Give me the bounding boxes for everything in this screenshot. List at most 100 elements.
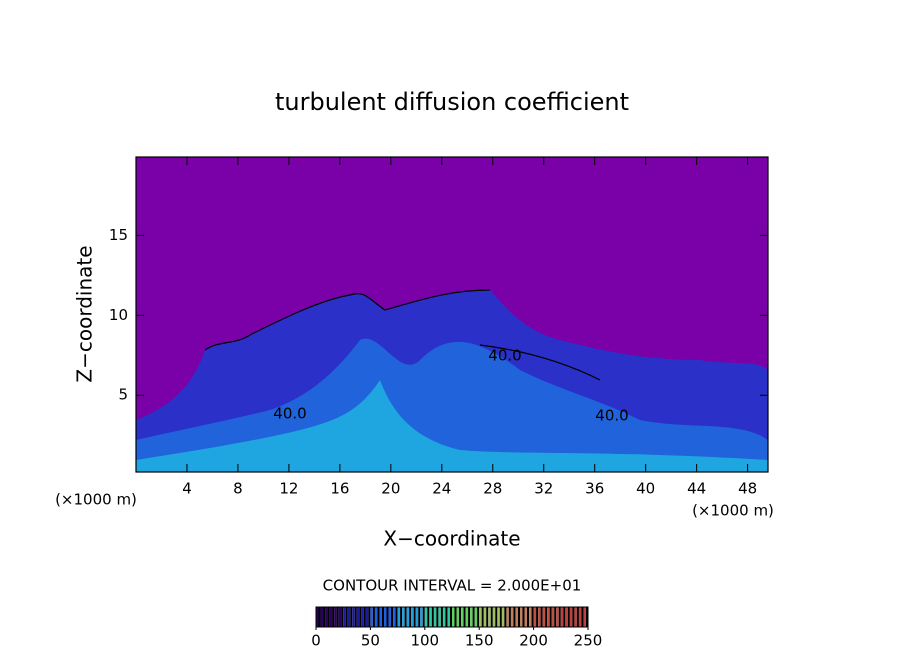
colorbar-stripe — [556, 607, 559, 627]
colorbar-stripe — [456, 607, 460, 627]
colorbar-stripe — [368, 607, 371, 627]
colorbar-stripe — [576, 607, 579, 627]
colorbar-stripe — [332, 607, 335, 627]
colorbar-stripe — [549, 607, 552, 627]
colorbar-stripe — [488, 607, 491, 627]
colorbar-stripe — [459, 607, 462, 627]
colorbar-stripe — [370, 607, 373, 627]
colorbar-stripe — [483, 607, 487, 627]
x-tick-label: 4 — [182, 480, 192, 498]
colorbar-stripe — [463, 607, 466, 627]
colorbar-stripe — [424, 607, 428, 627]
colorbar-stripe — [395, 607, 398, 627]
colorbar-stripe — [581, 607, 584, 627]
colorbar-tick-label: 0 — [311, 632, 321, 650]
colorbar-stripe — [352, 607, 355, 627]
colorbar-stripe — [524, 607, 528, 627]
contour-label: 40.0 — [488, 347, 521, 365]
colorbar-stripe — [354, 607, 357, 627]
colorbar-stripe — [341, 607, 344, 627]
colorbar-stripe — [388, 607, 392, 627]
colorbar-stripe — [536, 607, 539, 627]
colorbar-stripe — [386, 607, 389, 627]
colorbar-stripe — [565, 607, 568, 627]
colorbar-stripe — [583, 607, 586, 627]
colorbar-stripe — [551, 607, 555, 627]
colorbar-stripe — [560, 607, 564, 627]
colorbar-stripe — [447, 607, 450, 627]
colorbar-stripe — [468, 607, 471, 627]
colorbar-stripe — [440, 607, 443, 627]
colorbar-stripe — [325, 607, 328, 627]
colorbar-stripe — [433, 607, 437, 627]
colorbar-stripe — [323, 607, 326, 627]
colorbar-stripe — [479, 607, 482, 627]
colorbar-stripe — [470, 607, 473, 627]
colorbar-stripe — [538, 607, 541, 627]
y-axis-label: Z−coordinate — [73, 245, 97, 382]
x-tick-label: 8 — [233, 480, 243, 498]
x-unit: (×1000 m) — [692, 502, 774, 520]
colorbar-stripe — [393, 607, 396, 627]
colorbar-stripe — [533, 607, 537, 627]
colorbar-stripe — [409, 607, 412, 627]
colorbar-stripe — [454, 607, 457, 627]
colorbar-stripe — [442, 607, 446, 627]
colorbar-stripe — [520, 607, 523, 627]
colorbar-stripe — [438, 607, 441, 627]
colorbar-stripe — [391, 607, 394, 627]
x-tick-label: 40 — [636, 480, 655, 498]
y-tick-label: 10 — [109, 306, 128, 324]
colorbar-stripe — [359, 607, 362, 627]
colorbar-stripe — [527, 607, 530, 627]
x-tick-label: 48 — [738, 480, 757, 498]
colorbar-stripe — [420, 607, 423, 627]
x-tick-label: 20 — [381, 480, 400, 498]
colorbar-stripe — [481, 607, 484, 627]
colorbar-stripe — [415, 607, 419, 627]
colorbar-stripe — [567, 607, 570, 627]
colorbar-stripe — [540, 607, 543, 627]
colorbar-stripe — [506, 607, 509, 627]
colorbar-tick-label: 150 — [465, 632, 494, 650]
colorbar-stripe — [363, 607, 366, 627]
colorbar-stripe — [347, 607, 351, 627]
colorbar-stripe — [504, 607, 507, 627]
colorbar-stripe — [316, 607, 319, 627]
colorbar-stripe — [515, 607, 518, 627]
colorbar-stripe — [499, 607, 502, 627]
colorbar-stripe — [492, 607, 496, 627]
colorbar-stripe — [338, 607, 342, 627]
colorbar-stripe — [574, 607, 577, 627]
colorbar-stripe — [445, 607, 448, 627]
colorbar-stripe — [329, 607, 333, 627]
colorbar-stripe — [404, 607, 407, 627]
plot-area — [135, 156, 769, 473]
colorbar-stripe — [497, 607, 500, 627]
colorbar-tick-label: 100 — [410, 632, 439, 650]
colorbar-stripe — [452, 607, 455, 627]
colorbar-stripe — [472, 607, 475, 627]
colorbar-stripe — [379, 607, 382, 627]
colorbar-stripe — [320, 607, 324, 627]
colorbar-stripe — [429, 607, 432, 627]
colorbar-stripe — [436, 607, 439, 627]
colorbar-stripe — [365, 607, 369, 627]
colorbar-stripe — [431, 607, 434, 627]
colorbar-stripe — [522, 607, 525, 627]
colorbar-stripe — [547, 607, 550, 627]
x-tick-label: 12 — [279, 480, 298, 498]
colorbar-stripe — [529, 607, 532, 627]
x-tick-label: 24 — [432, 480, 451, 498]
colorbar-stripe — [490, 607, 493, 627]
field-region — [136, 380, 768, 472]
colorbar-stripe — [449, 607, 452, 627]
colorbar-stripe — [372, 607, 375, 627]
contour-label: 40.0 — [595, 407, 628, 425]
colorbar-stripe — [384, 607, 387, 627]
colorbar-stripe — [578, 607, 582, 627]
colorbar-stripe — [350, 607, 353, 627]
colorbar-stripe — [374, 607, 378, 627]
colorbar-stripe — [513, 607, 516, 627]
colorbar-stripe — [486, 607, 489, 627]
